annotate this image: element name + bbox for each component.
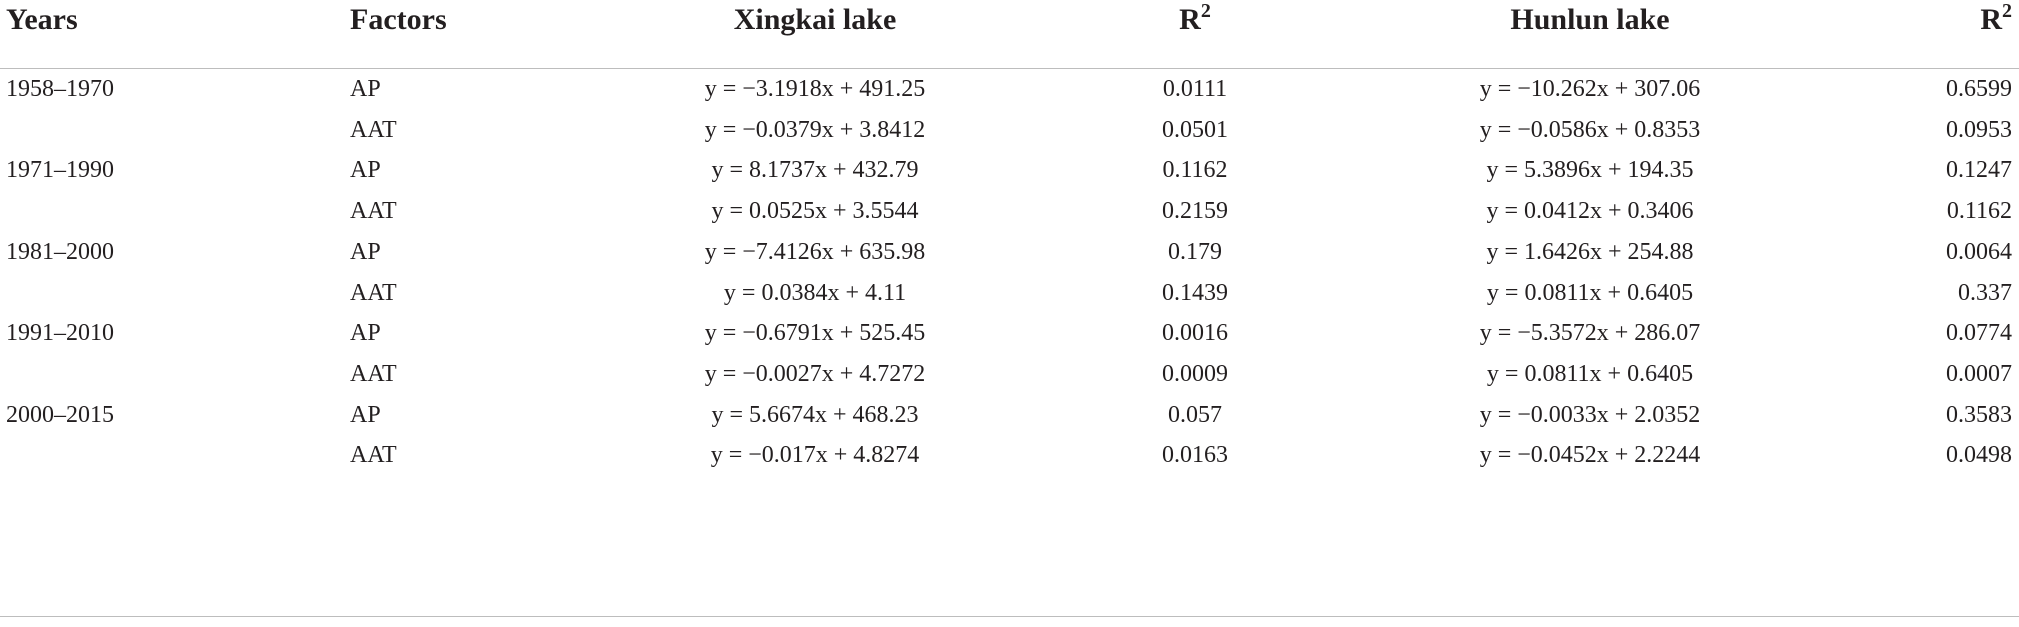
xingkai-equation: y = −0.6791x + 525.45 — [704, 320, 926, 347]
xingkai-r2: 0.1439 — [1162, 279, 1228, 306]
bottom-rule — [0, 616, 2019, 617]
hunlun-equation: y = −10.262x + 307.06 — [1479, 76, 1701, 102]
xingkai-r2: 0.0111 — [1162, 76, 1228, 102]
hunlun-equation: y = −0.0586x + 0.8353 — [1479, 116, 1701, 143]
header-hunlun-r2: R2 — [1980, 1, 2012, 36]
xingkai-equation: y = −0.017x + 4.8274 — [710, 442, 920, 469]
factor: AP — [350, 401, 381, 428]
factor: AAT — [350, 116, 397, 143]
hunlun-equation: y = −0.0033x + 2.0352 — [1479, 401, 1701, 428]
header-xingkai-equation: Xingkai lake — [733, 3, 897, 36]
hunlun-equation: y = 0.0811x + 0.6405 — [1486, 279, 1694, 306]
factor: AP — [350, 320, 381, 347]
xingkai-r2: 0.0501 — [1162, 116, 1228, 143]
factor: AP — [350, 76, 381, 102]
hunlun-r2: 0.1247 — [1946, 157, 2012, 184]
hunlun-r2: 0.6599 — [1946, 76, 2012, 102]
hunlun-equation: y = 0.0811x + 0.6405 — [1486, 360, 1694, 387]
xingkai-equation: y = 5.6674x + 468.23 — [711, 401, 919, 428]
xingkai-r2: 0.0009 — [1162, 360, 1228, 387]
factor: AAT — [350, 198, 397, 225]
header-factor: Factors — [350, 3, 447, 36]
factor: AAT — [350, 442, 397, 469]
hunlun-r2: 0.1162 — [1946, 198, 2012, 225]
years: 1991–2010 — [6, 320, 114, 347]
years: 2000–2015 — [6, 401, 114, 428]
xingkai-r2: 0.2159 — [1162, 198, 1228, 225]
header-superscript: 2 — [1200, 0, 1211, 22]
hunlun-r2: 0.0498 — [1946, 442, 2012, 469]
header-years: Years — [6, 3, 78, 36]
xingkai-r2: 0.179 — [1168, 238, 1222, 265]
factor: AAT — [350, 360, 397, 387]
xingkai-equation: y = 0.0525x + 3.5544 — [711, 198, 919, 225]
header-text: R — [1179, 3, 1201, 36]
xingkai-equation: y = −7.4126x + 635.98 — [704, 238, 926, 265]
factor: AAT — [350, 279, 397, 306]
header-xingkai-r2: R2 — [1179, 1, 1211, 36]
years: 1958–1970 — [6, 76, 114, 102]
hunlun-equation: y = 1.6426x + 254.88 — [1486, 238, 1694, 265]
xingkai-r2: 0.0163 — [1162, 442, 1228, 469]
hunlun-r2: 0.0774 — [1946, 320, 2012, 347]
hunlun-equation: y = 5.3896x + 194.35 — [1486, 157, 1694, 184]
hunlun-r2: 0.0953 — [1946, 116, 2012, 143]
hunlun-equation: y = −0.0452x + 2.2244 — [1479, 442, 1701, 469]
hunlun-equation: y = 0.0412x + 0.3406 — [1486, 198, 1694, 225]
header-superscript: 2 — [2002, 0, 2012, 22]
header-rule — [0, 68, 2019, 69]
years: 1981–2000 — [6, 238, 114, 265]
xingkai-equation: y = −0.0379x + 3.8412 — [704, 116, 926, 143]
xingkai-r2: 0.0016 — [1162, 320, 1228, 347]
factor: AP — [350, 238, 381, 265]
header-hunlun-equation: Hunlun lake — [1510, 3, 1670, 36]
xingkai-equation: y = 0.0384x + 4.11 — [723, 279, 907, 306]
hunlun-r2: 0.337 — [1958, 279, 2012, 306]
factor: AP — [350, 157, 381, 184]
header-text: R — [1980, 3, 2002, 36]
hunlun-r2: 0.3583 — [1946, 401, 2012, 428]
years: 1971–1990 — [6, 157, 114, 184]
hunlun-r2: 0.0007 — [1946, 360, 2012, 387]
xingkai-r2: 0.057 — [1168, 401, 1222, 428]
hunlun-r2: 0.0064 — [1946, 238, 2012, 265]
xingkai-r2: 0.1162 — [1162, 157, 1228, 184]
xingkai-equation: y = −0.0027x + 4.7272 — [704, 360, 926, 387]
hunlun-equation: y = −5.3572x + 286.07 — [1479, 320, 1701, 347]
xingkai-equation: y = 8.1737x + 432.79 — [711, 157, 919, 184]
xingkai-equation: y = −3.1918x + 491.25 — [704, 76, 926, 102]
